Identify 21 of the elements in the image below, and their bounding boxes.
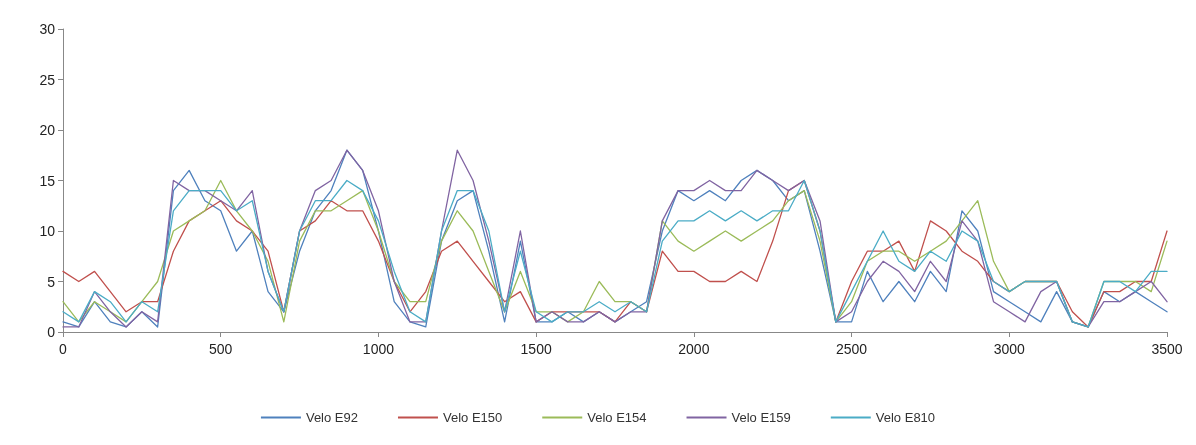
y-tick-label: 0 bbox=[47, 324, 56, 340]
x-tick-label: 3000 bbox=[993, 341, 1026, 357]
y-tick-label: 15 bbox=[39, 172, 56, 189]
x-tick-label: 1000 bbox=[362, 341, 395, 357]
y-tick-label: 20 bbox=[39, 122, 56, 138]
x-tick-label: 2000 bbox=[678, 341, 710, 357]
x-tick-label: 2500 bbox=[835, 341, 868, 357]
x-tick-label: 500 bbox=[209, 341, 233, 357]
legend-label: Velo E92 bbox=[305, 410, 358, 425]
y-tick-label: 10 bbox=[39, 223, 56, 239]
legend-label: Velo E159 bbox=[731, 410, 791, 425]
x-tick-label: 0 bbox=[59, 341, 68, 357]
x-tick-label: 3500 bbox=[1151, 341, 1183, 357]
legend-label: Velo E150 bbox=[442, 410, 503, 425]
y-tick-label: 25 bbox=[39, 71, 56, 88]
x-tick-label: 1500 bbox=[520, 341, 552, 357]
legend-label: Velo E810 bbox=[875, 410, 936, 425]
legend-label: Velo E154 bbox=[587, 410, 647, 425]
line-series bbox=[62, 179, 1168, 328]
y-tick-label: 30 bbox=[39, 21, 56, 37]
y-tick-label: 5 bbox=[47, 273, 56, 290]
